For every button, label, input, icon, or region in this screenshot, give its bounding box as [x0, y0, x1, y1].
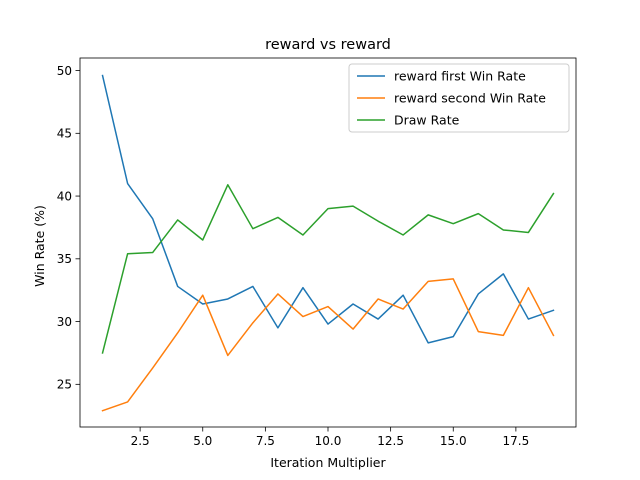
- legend-label-2: reward second Win Rate: [394, 91, 546, 106]
- y-tick-label: 45: [57, 127, 72, 141]
- y-tick-label: 35: [57, 252, 72, 266]
- y-tick-label: 40: [57, 189, 72, 203]
- legend: reward first Win Rate reward second Win R…: [348, 63, 570, 133]
- y-tick-label: 30: [57, 315, 72, 329]
- x-axis-label: Iteration Multiplier: [270, 455, 386, 470]
- x-tick-label: 7.5: [256, 434, 275, 448]
- plot-area: 2.5 5.0 7.5 10.0 12.5 15.0 17.5 25 30 35 40 45 50: [57, 57, 577, 448]
- x-tick-label: 17.5: [503, 434, 530, 448]
- legend-label-3: Draw Rate: [394, 113, 460, 128]
- x-tick-label: 12.5: [377, 434, 404, 448]
- x-tick-label: 5.0: [193, 434, 212, 448]
- legend-label-1: reward first Win Rate: [394, 69, 526, 84]
- y-tick-label: 50: [57, 64, 72, 78]
- series-line-3: [101, 184, 555, 354]
- y-tick-label: 25: [57, 378, 72, 392]
- legend-box: [348, 63, 570, 133]
- x-tick-label: 2.5: [131, 434, 150, 448]
- y-axis-label: Win Rate (%): [32, 205, 47, 287]
- chart-title: reward vs reward: [265, 37, 391, 53]
- series-line-2: [101, 278, 555, 412]
- x-tick-label: 15.0: [440, 434, 467, 448]
- x-tick-label: 10.0: [315, 434, 342, 448]
- series-line-1: [101, 74, 555, 344]
